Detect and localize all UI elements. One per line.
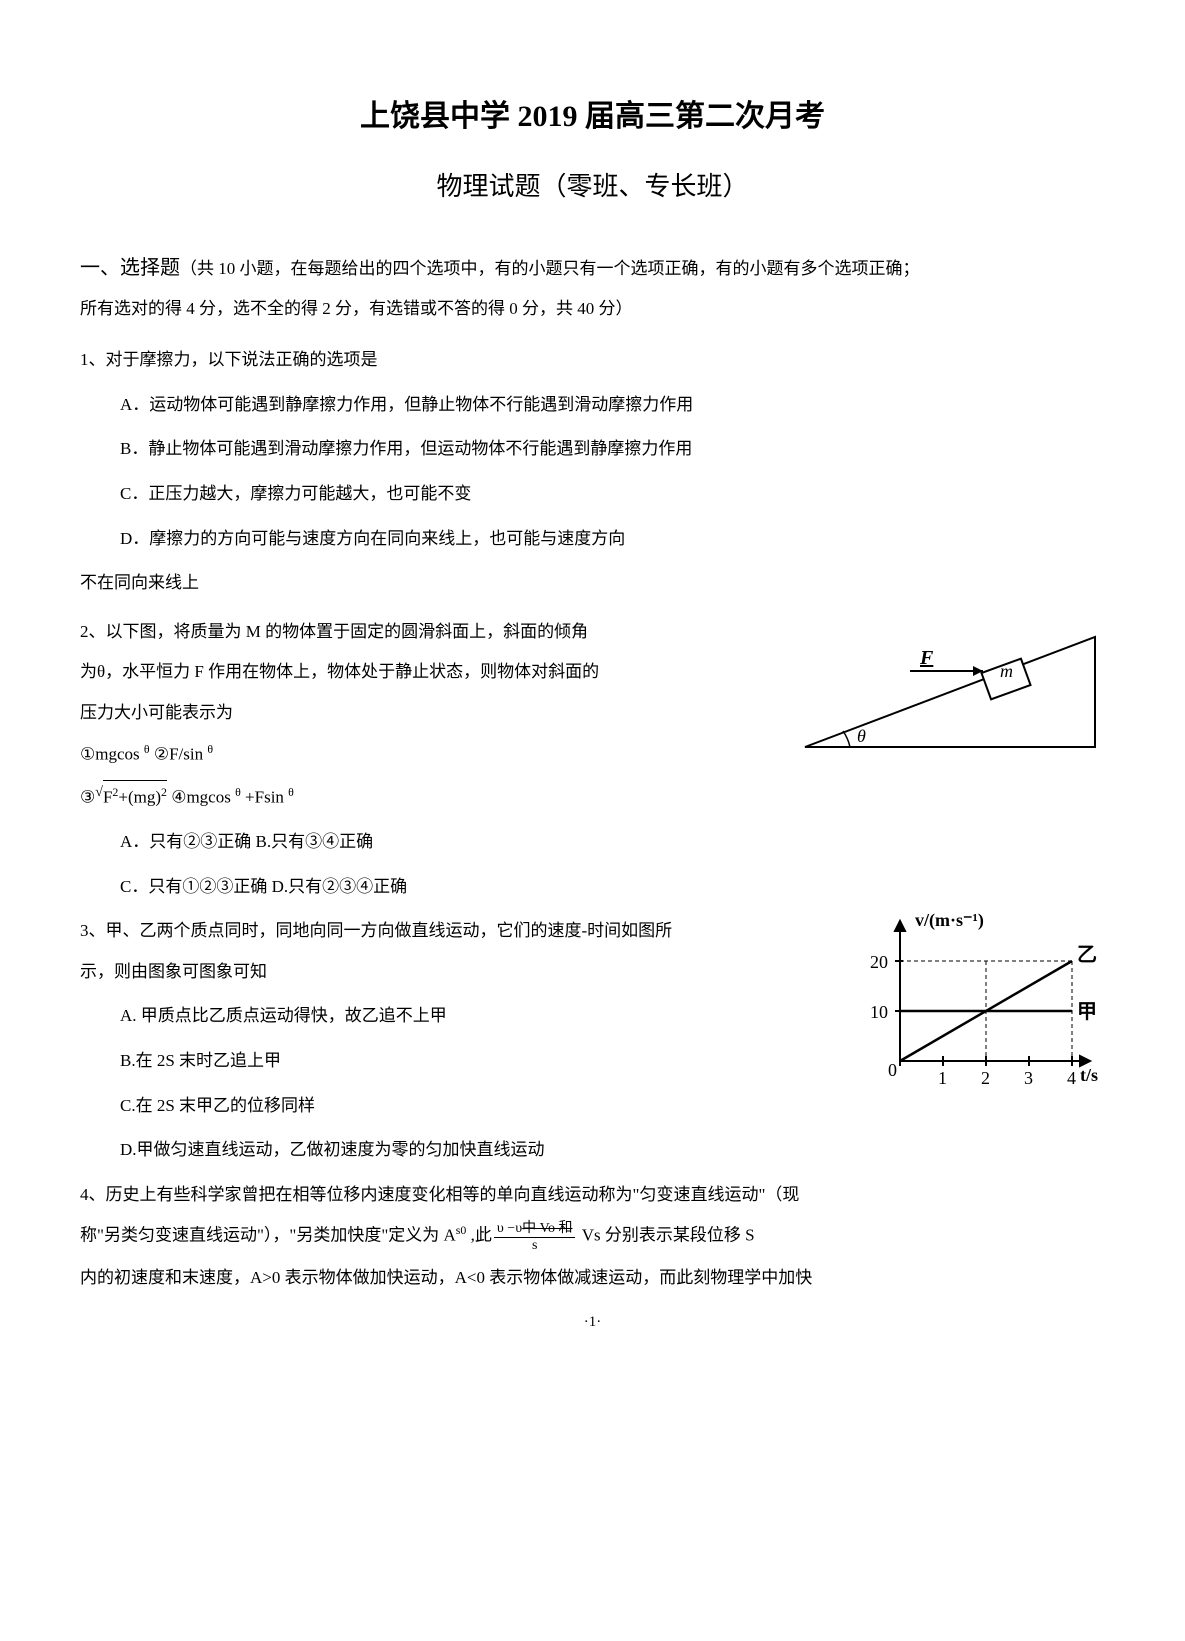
label-yi: 乙: [1077, 944, 1097, 966]
q4-frac-den: s: [494, 1238, 576, 1253]
q4-sup: s0: [456, 1223, 467, 1237]
xtick-3: 3: [1024, 1068, 1033, 1088]
section-header: 一、选择题（共 10 小题，在每题给出的四个选项中，有的小题只有一个选项正确，有…: [80, 246, 1105, 327]
section-rest1: （共 10 小题，在每题给出的四个选项中，有的小题只有一个选项正确，有的小题有多…: [180, 259, 920, 278]
q2-formula-34: ③√F2+(mg)2 ④mgcos θ +Fsin θ: [80, 780, 1105, 813]
block-label: m: [1000, 661, 1013, 681]
q2-f1-th2: θ: [207, 742, 213, 756]
angle-arc: [843, 731, 850, 747]
q1-stem: 1、对于摩擦力，以下说法正确的选项是: [80, 345, 1105, 376]
q4-l2-a: 称"另类匀变速直线运动"），"另类加快度"定义为 A: [80, 1226, 456, 1245]
q4-l2-b: ,此: [466, 1226, 492, 1245]
ytick-10: 10: [870, 1002, 888, 1022]
q2-sqrt-b: (mg): [128, 787, 161, 806]
q2-f2-p1: ④mgcos: [171, 787, 235, 806]
q4-l2-c: Vs 分别表示某段位移 S: [577, 1226, 754, 1245]
incline-triangle: [805, 637, 1095, 747]
q1-option-d-line2: 不在同向来线上: [80, 568, 1105, 599]
q2-f1-th: θ: [144, 742, 150, 756]
q1-option-b: B．静止物体可能遇到滑动摩擦力作用，但运动物体不行能遇到静摩擦力作用: [120, 434, 1105, 465]
q2-figure: θ m F: [795, 617, 1105, 757]
xtick-2: 2: [981, 1068, 990, 1088]
xtick-1: 1: [938, 1068, 947, 1088]
axes: [895, 921, 1090, 1066]
xlabel: t/s: [1080, 1065, 1098, 1085]
zero-label: 0: [888, 1060, 897, 1080]
section-rest2: 所有选对的得 4 分，选不全的得 2 分，有选错或不答的得 0 分，共 40 分…: [80, 299, 633, 318]
force-label: F: [919, 647, 934, 669]
q4-stem-line3: 内的初速度和末速度，A>0 表示物体做加快运动，A<0 表示物体做减速运动，而此…: [80, 1263, 1105, 1294]
q2-f1-pre: ①mgcos: [80, 744, 140, 763]
q4-stem-line1: 4、历史上有些科学家曾把在相等位移内速度变化相等的单向直线运动称为"匀变速直线运…: [80, 1180, 1105, 1211]
q2-wrap: θ m F 2、以下图，将质量为 M 的物体置于固定的圆滑斜面上，斜面的倾角 为…: [80, 617, 1105, 729]
angle-label: θ: [857, 726, 866, 746]
q4-stem-line2: 称"另类匀变速直线运动"），"另类加快度"定义为 As0 ,此υ −υ中 Vo …: [80, 1220, 1105, 1253]
q3-option-d: D.甲做匀速直线运动，乙做初速度为零的匀加快直线运动: [120, 1135, 1105, 1166]
q2-f2-th2: θ: [288, 785, 294, 799]
q4-fraction: υ −υ中 Vo 和 s: [494, 1221, 576, 1253]
q2-f2-pre: ③: [80, 787, 95, 806]
q1-option-c: C．正压力越大，摩擦力可能越大，也可能不变: [120, 479, 1105, 510]
q2-option-ab: A．只有②③正确 B.只有③④正确: [120, 827, 1105, 858]
page-number: ·1·: [80, 1309, 1105, 1336]
q3-figure: v/(m·s⁻¹) t/s 0 10 20 1 2 3 4 甲 乙: [855, 906, 1105, 1096]
label-jia: 甲: [1077, 1001, 1097, 1023]
q4-frac-strike: 中 Vo 和: [522, 1221, 572, 1236]
xtick-4: 4: [1067, 1068, 1076, 1088]
q1-option-d-line1: D．摩擦力的方向可能与速度方向在同向来线上，也可能与速度方向: [120, 524, 1105, 555]
q2-f2-p2: +Fsin: [241, 787, 288, 806]
q2-sqrt-a: F: [103, 787, 112, 806]
page-title-sub: 物理试题（零班、专长班）: [80, 164, 1105, 211]
q2-option-cd: C．只有①②③正确 D.只有②③④正确: [120, 872, 1105, 903]
page-title-main: 上饶县中学 2019 届高三第二次月考: [80, 90, 1105, 144]
q1-option-a: A．运动物体可能遇到静摩擦力作用，但静止物体不行能遇到滑动摩擦力作用: [120, 390, 1105, 421]
q4-frac-num: υ −υ: [497, 1221, 522, 1236]
q2-f1-sep: ②F/sin: [154, 744, 203, 763]
q3-wrap: v/(m·s⁻¹) t/s 0 10 20 1 2 3 4 甲 乙 3、甲、乙两…: [80, 916, 1105, 1166]
section-lead: 一、选择题: [80, 257, 180, 279]
ylabel: v/(m·s⁻¹): [915, 910, 984, 931]
ytick-20: 20: [870, 952, 888, 972]
